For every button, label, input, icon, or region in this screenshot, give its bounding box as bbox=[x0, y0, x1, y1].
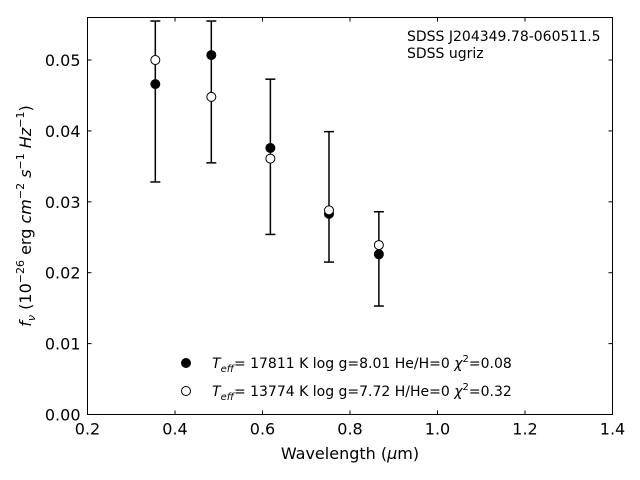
y-axis-label: fν (10−26 erg cm−2 s−1 Hz−1) bbox=[14, 105, 38, 326]
legend-label-model-1: Teff= 17811 K log g=8.01 He/H=0 χ2=0.08 bbox=[212, 354, 512, 375]
legend-label-model-2: Teff= 13774 K log g=7.72 H/He=0 χ2=0.32 bbox=[212, 382, 512, 403]
model-point-filled bbox=[265, 142, 276, 153]
model-point-filled bbox=[150, 79, 161, 90]
filter-set-annotation: SDSS ugriz bbox=[407, 46, 484, 62]
model-point-open bbox=[265, 153, 276, 164]
y-tick-label: 0.02 bbox=[45, 264, 81, 283]
x-tick-label: 0.2 bbox=[75, 420, 100, 439]
x-tick-label: 1.0 bbox=[425, 420, 450, 439]
model-point-filled bbox=[206, 50, 217, 61]
model-point-open bbox=[150, 55, 161, 66]
x-tick-label: 0.6 bbox=[250, 420, 275, 439]
y-tick-label: 0.00 bbox=[45, 406, 81, 425]
x-tick-label: 1.2 bbox=[512, 420, 537, 439]
model-point-filled bbox=[373, 249, 384, 260]
legend-marker-filled bbox=[181, 358, 191, 368]
x-tick-label: 0.4 bbox=[162, 420, 187, 439]
y-tick-label: 0.01 bbox=[45, 335, 81, 354]
y-tick-label: 0.05 bbox=[45, 51, 81, 70]
model-point-open bbox=[324, 205, 334, 216]
y-tick-label: 0.03 bbox=[45, 193, 81, 212]
legend-marker-open bbox=[181, 386, 191, 396]
y-tick-label: 0.04 bbox=[45, 122, 81, 141]
plot-area bbox=[150, 20, 384, 307]
x-axis-label: Wavelength (μm) bbox=[281, 444, 419, 463]
plot-frame bbox=[87, 17, 613, 415]
x-tick-label: 0.8 bbox=[337, 420, 362, 439]
legend: Teff= 17811 K log g=8.01 He/H=0 χ2=0.08 … bbox=[181, 354, 512, 403]
object-name-annotation: SDSS J204349.78-060511.5 bbox=[407, 29, 601, 45]
model-point-open bbox=[373, 240, 384, 251]
model-point-open bbox=[206, 91, 217, 102]
axis-ticks: 0.2 0.4 0.6 0.8 1.0 1.2 1.4 0.00 0.01 0.02 0.03 0.0… bbox=[45, 17, 625, 439]
x-tick-label: 1.4 bbox=[600, 420, 625, 439]
